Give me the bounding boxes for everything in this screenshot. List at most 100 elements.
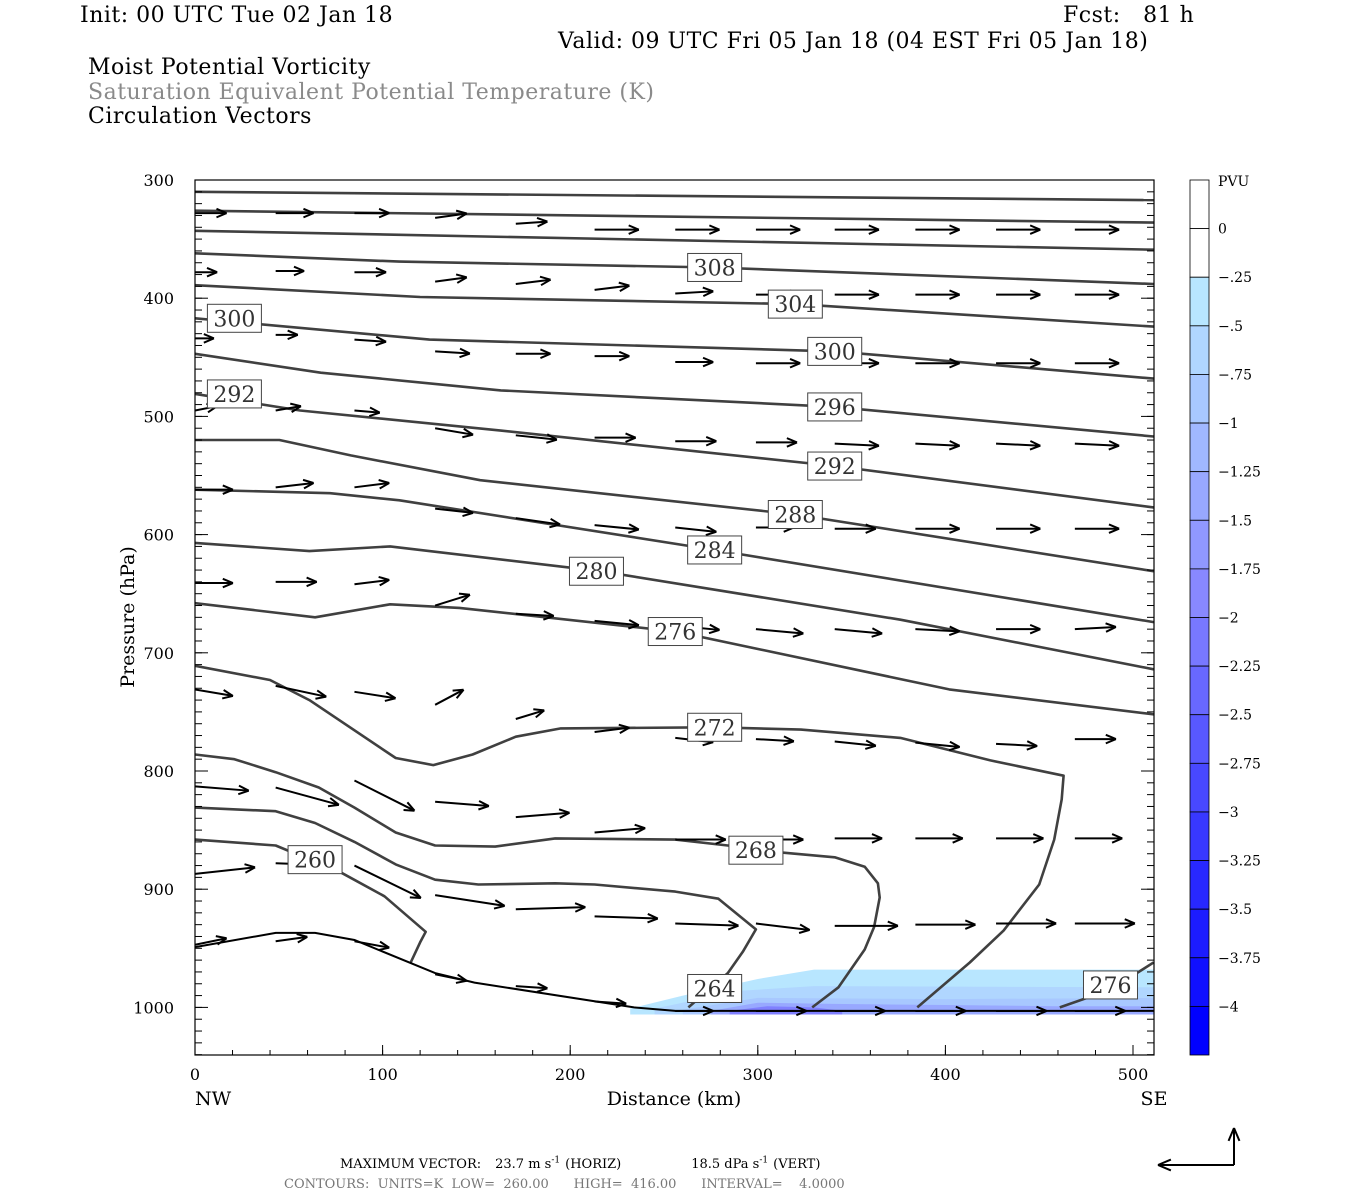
y-tick-label: 900 [143,880,174,899]
arrow-head [1105,626,1117,633]
arrow-head [871,833,883,840]
arrow-head [221,694,234,700]
arrow-head [864,744,877,750]
arrow-head [625,436,637,443]
vector-arrow [594,619,640,630]
arrow-head [303,482,315,490]
arrow-head [865,523,877,530]
vector-arrow [675,1005,714,1017]
x-axis-title: Distance (km) [607,1088,742,1110]
arrow-head [1108,228,1120,235]
arrow-shaft [435,350,470,355]
arrow-shaft [195,866,256,875]
arrow-head [705,436,717,443]
arrow-head [244,866,256,874]
arrow-head [462,506,474,514]
arrow-shaft [594,284,630,291]
vector-arrow [275,478,315,490]
vector-arrow [996,440,1041,451]
contour-info: CONTOURS: UNITS=K LOW= 260.00 HIGH= 416.… [284,1177,845,1192]
vector-arrow [915,224,961,235]
vector-arrow [515,982,548,993]
arrow-head [1105,738,1117,745]
arrow-head [887,924,899,932]
vector-arrow [915,523,961,534]
arrow-head [789,228,801,235]
vector-arrow [515,708,545,720]
arrow-head [647,913,659,920]
arrow-head [702,361,714,368]
arrow-head [1111,833,1123,840]
arrow-head [789,362,801,369]
vector-arrow [354,575,390,587]
vector-arrow [915,358,961,369]
arrow-head [456,276,468,284]
arrow-head [1105,622,1117,628]
vector-arrow [755,627,804,638]
arrow-head [315,695,327,700]
vector-arrow [834,523,877,534]
arrow-head [546,433,558,441]
arrow-shaft [354,578,390,586]
vector-arrow [996,833,1044,844]
arrow-head [949,625,961,633]
vector-arrow [515,217,548,228]
vector-arrow [1074,733,1117,745]
vector-arrow [354,779,416,812]
colorbar-swatch [1189,617,1210,667]
arrow-head [549,523,561,529]
arrow-head [706,525,717,533]
vector-arrow [1074,440,1120,451]
contour-label: 280 [575,560,617,585]
arrow-head [795,1010,807,1017]
arrow-shaft [834,628,883,635]
arrow-head [1108,293,1120,300]
vector-arrow [834,833,883,844]
colorbar-swatch [1189,860,1210,910]
vector-arrow [755,224,801,235]
arrow-head [1108,224,1120,231]
valid-time: Valid: 09 UTC Fri 05 Jan 18 (04 EST Fri … [558,29,1149,54]
vector-arrow [995,740,1038,751]
colorbar-title: PVU [1218,174,1250,190]
arrow-shaft [275,935,308,943]
arrow-shaft [996,442,1041,447]
arrow-head [537,982,548,990]
arrow-head [574,902,586,909]
arrow-shaft [834,740,876,747]
arrow-head [455,209,467,215]
colorbar-label: −3 [1218,805,1239,821]
colorbar-swatch [1189,519,1210,570]
vector-arrow [755,437,798,448]
field-title-vectors: Circulation Vectors [88,104,312,129]
vector-arrow [594,723,630,735]
contour-line [195,252,1154,286]
contour-label-box [728,835,784,865]
vector-arrow [834,627,883,638]
arrow-head [702,1005,714,1012]
contour-line [195,229,1154,251]
contour-label-box [568,556,624,586]
ground-line [195,931,1154,1012]
arrow-head [1029,527,1041,534]
vector-arrow [675,286,714,298]
contour-line [195,806,758,1009]
arrow-head [375,271,387,278]
arrow-head [949,523,961,530]
vector-arrow [1074,523,1120,534]
arrow-head [378,575,390,581]
arrow-head [628,523,640,531]
colorbar-label: −.75 [1218,367,1252,383]
vector-arrow [434,427,474,439]
arrow-head [868,293,880,300]
contour-line [195,317,1154,380]
vector-arrow [275,786,340,808]
arrow-head [1029,523,1041,530]
vector-arrow [996,918,1057,929]
vector-arrow [834,289,880,300]
arrow-head [457,973,468,982]
vector-arrow [275,933,308,944]
y-tick-label: 400 [143,289,174,308]
arrow-head [316,689,327,698]
arrow-head [1124,922,1136,929]
